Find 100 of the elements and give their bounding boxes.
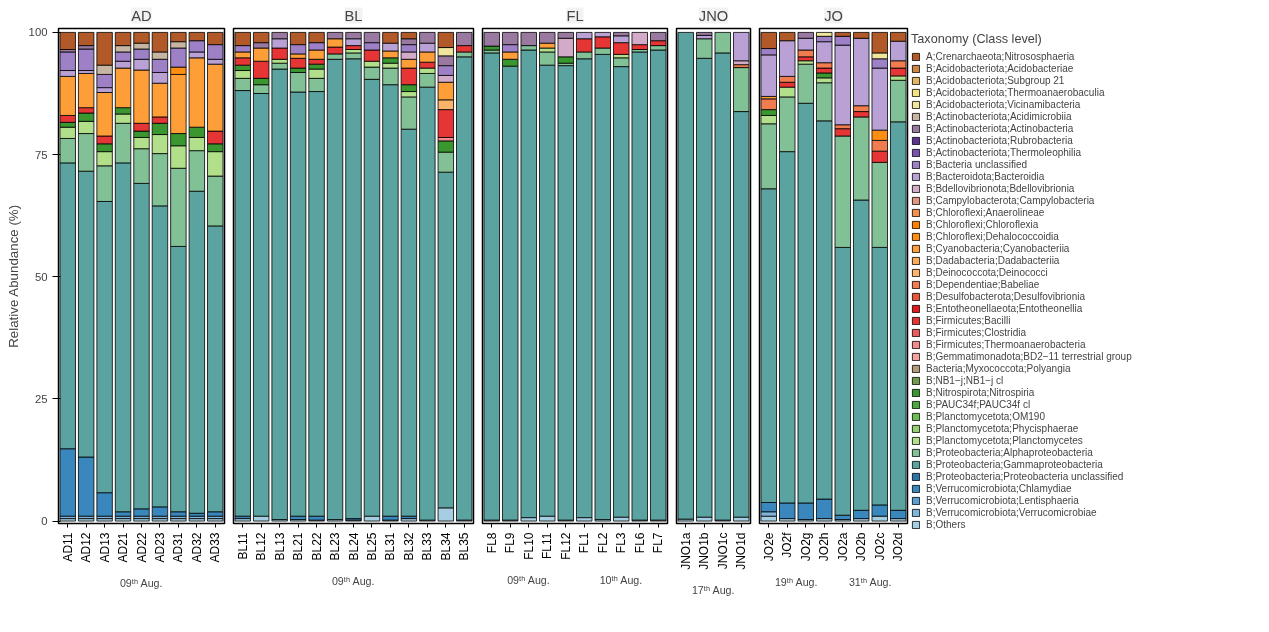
x-tick-label: FL9	[503, 532, 518, 554]
x-tick-label: JO2g	[798, 532, 813, 562]
legend-label: B;Acidobacteriota;Subgroup 21	[926, 75, 1065, 86]
x-tick-label: JO2b	[854, 532, 869, 562]
legend-label: B;Acidobacteriota;Acidobacteriae	[926, 63, 1074, 74]
x-tick-label: BL34	[438, 532, 453, 561]
legend-label: B;Chloroflexi;Anaerolineae	[926, 207, 1045, 218]
x-tick-label: AD33	[208, 532, 223, 563]
legend-label: B;PAUC34f;PAUC34f cl	[926, 399, 1031, 410]
x-tick-label: JO2e	[761, 532, 776, 562]
x-tick-label: BL31	[383, 532, 398, 561]
legend-label: B;Deinococcota;Deinococci	[926, 267, 1048, 278]
x-tick-label: BL11	[235, 532, 250, 560]
x-tick-label: BL12	[254, 532, 269, 561]
x-tick-label: AD21	[116, 532, 131, 563]
x-tick-label: JNO1c	[715, 532, 730, 570]
legend-label: B;Proteobacteria;Alphaproteobacteria	[926, 447, 1093, 458]
x-tick-label: BL21	[291, 532, 306, 561]
x-tick-label: JO2h	[817, 532, 832, 562]
y-tick-label: 100	[28, 26, 48, 39]
legend-label: B;Planctomycetota;Phycisphaerae	[926, 423, 1079, 434]
y-tick-label: 0	[41, 515, 48, 528]
legend-label: B;Campylobacterota;Campylobacteria	[926, 195, 1095, 206]
x-tick-label: BL22	[309, 532, 324, 561]
x-tick-label: BL33	[420, 532, 435, 561]
x-tick-label: BL25	[364, 532, 379, 561]
x-tick-label: FL3	[614, 532, 629, 554]
chart-title: JO	[824, 7, 843, 24]
chart-title: BL	[344, 7, 363, 24]
legend-label: B;Bacteria unclassified	[926, 159, 1028, 170]
text: 19ᵗʰ Aug.	[774, 575, 818, 588]
legend-label: B;Firmicutes;Thermoanaerobacteria	[926, 339, 1086, 350]
legend-label: B;Chloroflexi;Dehalococcoidia	[926, 231, 1059, 242]
legend-label: B;Actinobacteriota;Acidimicrobiia	[926, 111, 1072, 122]
x-tick-label: JNO1b	[697, 532, 712, 570]
x-tick-label: FL7	[651, 532, 666, 554]
text: 10ᵗʰ Aug.	[599, 573, 643, 586]
text: 31ᵗʰ Aug.	[848, 575, 892, 588]
legend-label: B;Planctomycetota;OM190	[926, 411, 1045, 422]
y-tick-label: 75	[34, 148, 48, 161]
x-tick-label: AD13	[97, 532, 112, 563]
legend-label: A;Crenarchaeota;Nitrososphaeria	[926, 51, 1075, 62]
legend-label: B;Gemmatimonadota;BD2−11 terrestrial group	[926, 351, 1132, 362]
x-tick-label: BL23	[328, 532, 343, 561]
x-tick-label: JO2d	[891, 532, 906, 562]
legend-label: B;Bacteroidota;Bacteroidia	[926, 171, 1045, 182]
legend-label: B;NB1−j;NB1−j cl	[926, 375, 1004, 386]
x-tick-label: JNO1d	[734, 532, 749, 570]
x-tick-label: FL1	[577, 532, 592, 554]
legend-label: B;Chloroflexi;Chloroflexia	[926, 219, 1039, 230]
x-tick-label: BL32	[401, 532, 416, 561]
y-tick-label: 25	[34, 392, 48, 405]
legend-label: B;Firmicutes;Clostridia	[926, 327, 1027, 338]
legend-label: B;Proteobacteria;Proteobacteria unclassified	[926, 471, 1124, 482]
legend-label: B;Acidobacteriota;Vicinamibacteria	[926, 99, 1081, 110]
x-tick-label: FL10	[521, 532, 536, 560]
x-tick-label: FL11	[540, 532, 555, 559]
y-axis-title: Relative Abundance (%)	[5, 204, 21, 348]
x-tick-label: FL2	[595, 532, 610, 554]
legend-label: Bacteria;Myxococcota;Polyangia	[926, 363, 1071, 374]
text: 09ᵗʰ Aug.	[507, 573, 550, 586]
x-tick-label: AD11	[60, 532, 75, 562]
x-tick-label: BL35	[457, 532, 472, 561]
legend-label: B;Entotheonellaeota;Entotheonellia	[926, 303, 1083, 314]
x-tick-label: AD23	[152, 532, 167, 563]
legend-label: B;Actinobacteriota;Actinobacteria	[926, 123, 1074, 134]
legend-label: B;Dadabacteria;Dadabacteriia	[926, 255, 1060, 266]
x-tick-label: FL8	[484, 532, 499, 554]
legend-label: B;Acidobacteriota;Thermoanaerobaculia	[926, 87, 1105, 98]
legend-label: B;Proteobacteria;Gammaproteobacteria	[926, 459, 1103, 470]
legend-label: B;Verrucomicrobiota;Verrucomicrobiae	[926, 507, 1097, 518]
text: 17ᵗʰ Aug.	[691, 583, 735, 596]
chart-title: AD	[131, 7, 152, 24]
x-tick-label: JO2a	[835, 532, 850, 562]
legend-label: B;Firmicutes;Bacilli	[926, 315, 1011, 326]
text: 09ᵗʰ Aug.	[331, 574, 375, 587]
legend-label: B;Planctomycetota;Planctomycetes	[926, 435, 1083, 446]
x-tick-label: BL24	[346, 532, 361, 561]
x-tick-label: FL6	[632, 532, 647, 554]
x-tick-label: FL12	[558, 532, 573, 560]
x-tick-label: AD32	[189, 532, 204, 563]
legend-label: B;Nitrospirota;Nitrospiria	[926, 387, 1035, 398]
legend-label: B;Cyanobacteria;Cyanobacteriia	[926, 243, 1070, 254]
x-tick-label: JNO1a	[678, 532, 693, 570]
x-tick-label: JO2f	[780, 531, 795, 558]
legend-label: B;Actinobacteriota;Thermoleophilia	[926, 147, 1082, 158]
chart-title: JNO	[698, 7, 729, 24]
legend-title: Taxonomy (Class level)	[911, 32, 1043, 46]
legend-label: B;Dependentiae;Babeliae	[926, 279, 1040, 290]
legend-label: B;Others	[926, 519, 966, 530]
text: 09ᵗʰ Aug.	[119, 576, 163, 589]
legend-label: B;Verrucomicrobiota;Chlamydiae	[926, 483, 1072, 494]
chart-title: FL	[566, 7, 584, 24]
x-tick-label: AD31	[171, 532, 186, 563]
x-tick-label: BL13	[272, 532, 287, 561]
legend-label: B;Actinobacteriota;Rubrobacteria	[926, 135, 1073, 146]
legend-label: B;Bdellovibrionota;Bdellovibrionia	[926, 183, 1075, 194]
y-tick-label: 50	[34, 270, 48, 283]
legend-label: B;Verrucomicrobiota;Lentisphaeria	[926, 495, 1079, 506]
x-tick-label: AD12	[79, 532, 94, 563]
